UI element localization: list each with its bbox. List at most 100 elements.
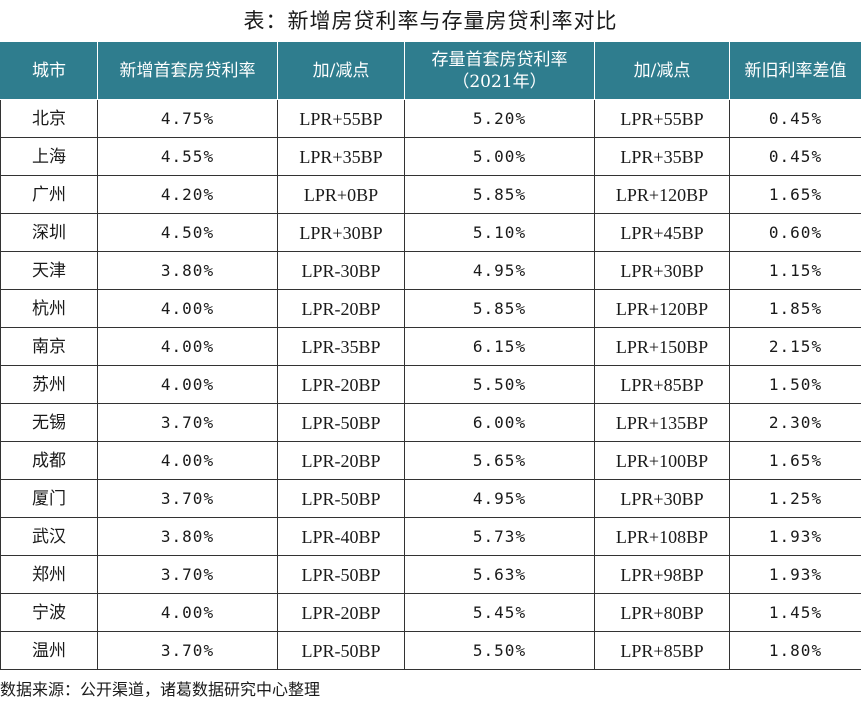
city-cell: 北京 — [0, 99, 98, 138]
table-row: 宁波 4.00% LPR-20BP 5.45% LPR+80BP 1.45% — [0, 593, 861, 632]
old-rate-cell: 4.95% — [404, 251, 595, 290]
column-header-diff: 新旧利率差值 — [729, 42, 861, 100]
rate-diff-cell: 0.60% — [729, 213, 861, 252]
city-cell: 广州 — [0, 175, 98, 214]
new-spread-cell: LPR-30BP — [277, 251, 405, 290]
new-rate-cell: 3.80% — [97, 517, 278, 556]
new-spread-cell: LPR-50BP — [277, 403, 405, 442]
column-header-new-spread: 加/减点 — [277, 42, 405, 100]
old-spread-cell: LPR+135BP — [594, 403, 730, 442]
old-rate-cell: 5.10% — [404, 213, 595, 252]
rate-diff-cell: 1.80% — [729, 631, 861, 670]
new-rate-cell: 4.00% — [97, 365, 278, 404]
old-spread-cell: LPR+30BP — [594, 479, 730, 518]
new-rate-cell: 3.70% — [97, 631, 278, 670]
new-spread-cell: LPR-50BP — [277, 479, 405, 518]
new-rate-cell: 4.75% — [97, 99, 278, 138]
old-rate-header-line2: （2021年） — [452, 72, 547, 92]
old-rate-cell: 5.50% — [404, 631, 595, 670]
city-cell: 杭州 — [0, 289, 98, 328]
old-spread-cell: LPR+150BP — [594, 327, 730, 366]
new-rate-cell: 4.55% — [97, 137, 278, 176]
new-spread-cell: LPR-20BP — [277, 365, 405, 404]
header-row: 城市 新增首套房贷利率 加/减点 存量首套房贷利率 （2021年） 加/减点 新旧… — [0, 42, 861, 100]
old-spread-cell: LPR+120BP — [594, 289, 730, 328]
old-rate-cell: 5.73% — [404, 517, 595, 556]
rate-diff-cell: 1.45% — [729, 593, 861, 632]
rate-diff-cell: 0.45% — [729, 137, 861, 176]
rate-diff-cell: 1.93% — [729, 517, 861, 556]
city-cell: 苏州 — [0, 365, 98, 404]
rate-diff-cell: 1.65% — [729, 175, 861, 214]
old-spread-cell: LPR+85BP — [594, 631, 730, 670]
old-rate-cell: 5.45% — [404, 593, 595, 632]
old-spread-cell: LPR+45BP — [594, 213, 730, 252]
table-row: 杭州 4.00% LPR-20BP 5.85% LPR+120BP 1.85% — [0, 289, 861, 328]
old-rate-cell: 5.50% — [404, 365, 595, 404]
new-spread-cell: LPR-40BP — [277, 517, 405, 556]
city-cell: 武汉 — [0, 517, 98, 556]
new-rate-cell: 3.80% — [97, 251, 278, 290]
table-body: 北京 4.75% LPR+55BP 5.20% LPR+55BP 0.45% 上海 4.55%… — [0, 99, 861, 670]
table-row: 成都 4.00% LPR-20BP 5.65% LPR+100BP 1.65% — [0, 441, 861, 480]
table-header: 城市 新增首套房贷利率 加/减点 存量首套房贷利率 （2021年） 加/减点 新旧… — [0, 42, 861, 100]
new-rate-cell: 3.70% — [97, 479, 278, 518]
old-rate-cell: 6.15% — [404, 327, 595, 366]
new-spread-cell: LPR+0BP — [277, 175, 405, 214]
new-spread-cell: LPR-20BP — [277, 593, 405, 632]
column-header-old-rate: 存量首套房贷利率 （2021年） — [404, 42, 595, 100]
city-cell: 成都 — [0, 441, 98, 480]
old-spread-cell: LPR+120BP — [594, 175, 730, 214]
old-rate-cell: 5.85% — [404, 289, 595, 328]
new-rate-cell: 4.00% — [97, 441, 278, 480]
table-row: 温州 3.70% LPR-50BP 5.50% LPR+85BP 1.80% — [0, 631, 861, 670]
rate-diff-cell: 1.93% — [729, 555, 861, 594]
city-cell: 南京 — [0, 327, 98, 366]
new-spread-cell: LPR-50BP — [277, 631, 405, 670]
city-cell: 厦门 — [0, 479, 98, 518]
table-row: 无锡 3.70% LPR-50BP 6.00% LPR+135BP 2.30% — [0, 403, 861, 442]
table-row: 深圳 4.50% LPR+30BP 5.10% LPR+45BP 0.60% — [0, 213, 861, 252]
old-spread-cell: LPR+55BP — [594, 99, 730, 138]
new-rate-cell: 4.00% — [97, 327, 278, 366]
old-rate-header-line1: 存量首套房贷利率 — [431, 50, 568, 70]
column-header-new-rate: 新增首套房贷利率 — [97, 42, 278, 100]
old-spread-cell: LPR+30BP — [594, 251, 730, 290]
table-row: 武汉 3.80% LPR-40BP 5.73% LPR+108BP 1.93% — [0, 517, 861, 556]
old-spread-cell: LPR+100BP — [594, 441, 730, 480]
table-row: 苏州 4.00% LPR-20BP 5.50% LPR+85BP 1.50% — [0, 365, 861, 404]
table-row: 上海 4.55% LPR+35BP 5.00% LPR+35BP 0.45% — [0, 137, 861, 176]
old-spread-cell: LPR+108BP — [594, 517, 730, 556]
rate-diff-cell: 2.30% — [729, 403, 861, 442]
new-rate-cell: 4.00% — [97, 593, 278, 632]
rate-diff-cell: 2.15% — [729, 327, 861, 366]
old-rate-cell: 5.63% — [404, 555, 595, 594]
old-spread-cell: LPR+80BP — [594, 593, 730, 632]
table-row: 郑州 3.70% LPR-50BP 5.63% LPR+98BP 1.93% — [0, 555, 861, 594]
table-row: 南京 4.00% LPR-35BP 6.15% LPR+150BP 2.15% — [0, 327, 861, 366]
city-cell: 宁波 — [0, 593, 98, 632]
new-rate-cell: 3.70% — [97, 555, 278, 594]
old-spread-cell: LPR+85BP — [594, 365, 730, 404]
city-cell: 天津 — [0, 251, 98, 290]
old-spread-cell: LPR+98BP — [594, 555, 730, 594]
old-spread-cell: LPR+35BP — [594, 137, 730, 176]
city-cell: 郑州 — [0, 555, 98, 594]
new-rate-cell: 4.20% — [97, 175, 278, 214]
rate-diff-cell: 1.85% — [729, 289, 861, 328]
new-rate-cell: 3.70% — [97, 403, 278, 442]
new-spread-cell: LPR-20BP — [277, 289, 405, 328]
column-header-city: 城市 — [0, 42, 98, 100]
new-spread-cell: LPR-35BP — [277, 327, 405, 366]
old-rate-cell: 5.00% — [404, 137, 595, 176]
new-spread-cell: LPR+35BP — [277, 137, 405, 176]
rate-comparison-table: 城市 新增首套房贷利率 加/减点 存量首套房贷利率 （2021年） 加/减点 新旧… — [0, 42, 861, 670]
table-row: 厦门 3.70% LPR-50BP 4.95% LPR+30BP 1.25% — [0, 479, 861, 518]
rate-diff-cell: 1.25% — [729, 479, 861, 518]
city-cell: 温州 — [0, 631, 98, 670]
old-rate-cell: 5.20% — [404, 99, 595, 138]
city-cell: 深圳 — [0, 213, 98, 252]
new-spread-cell: LPR-50BP — [277, 555, 405, 594]
table-row: 天津 3.80% LPR-30BP 4.95% LPR+30BP 1.15% — [0, 251, 861, 290]
old-rate-cell: 5.85% — [404, 175, 595, 214]
